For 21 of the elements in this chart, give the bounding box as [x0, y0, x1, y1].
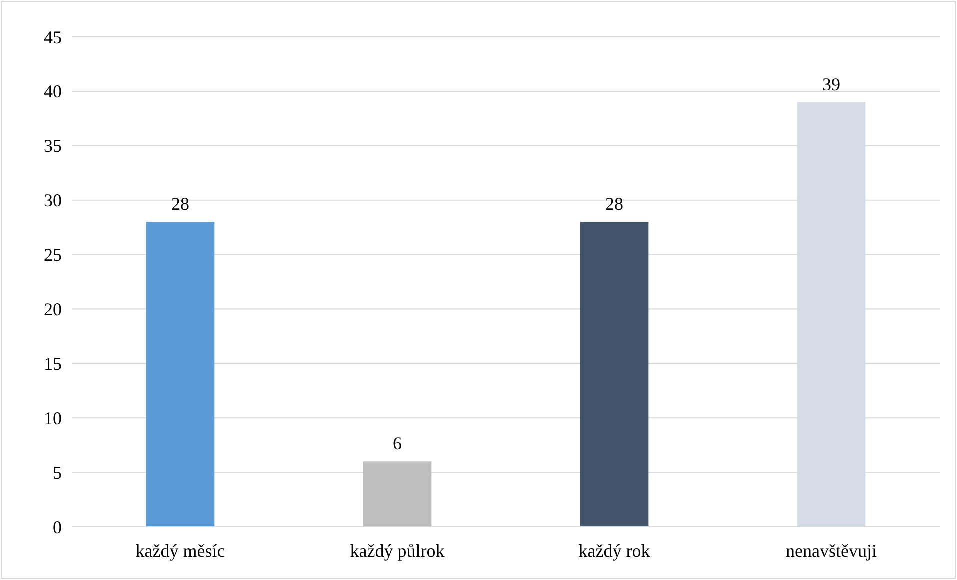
- bar: [363, 462, 432, 527]
- data-label: 28: [606, 194, 624, 214]
- y-tick-label: 45: [44, 27, 62, 48]
- data-label: 39: [822, 74, 840, 94]
- x-tick-label: každý měsíc: [136, 541, 226, 561]
- data-label: 6: [393, 434, 402, 454]
- x-tick-label: nenavštěvuji: [786, 541, 877, 561]
- bar: [580, 222, 649, 527]
- y-tick-label: 15: [44, 354, 62, 374]
- y-tick-label: 0: [53, 517, 62, 538]
- data-label: 28: [172, 194, 190, 214]
- x-tick-label: každý půlrok: [350, 541, 445, 561]
- y-tick-label: 35: [44, 136, 62, 156]
- x-tick-label: každý rok: [578, 541, 650, 561]
- y-tick-label: 25: [44, 245, 62, 266]
- y-tick-label: 30: [44, 190, 62, 211]
- y-tick-label: 20: [44, 300, 62, 320]
- bar: [146, 222, 215, 527]
- y-tick-label: 5: [53, 462, 62, 483]
- y-tick-label: 40: [44, 82, 62, 102]
- y-tick-label: 10: [44, 408, 62, 428]
